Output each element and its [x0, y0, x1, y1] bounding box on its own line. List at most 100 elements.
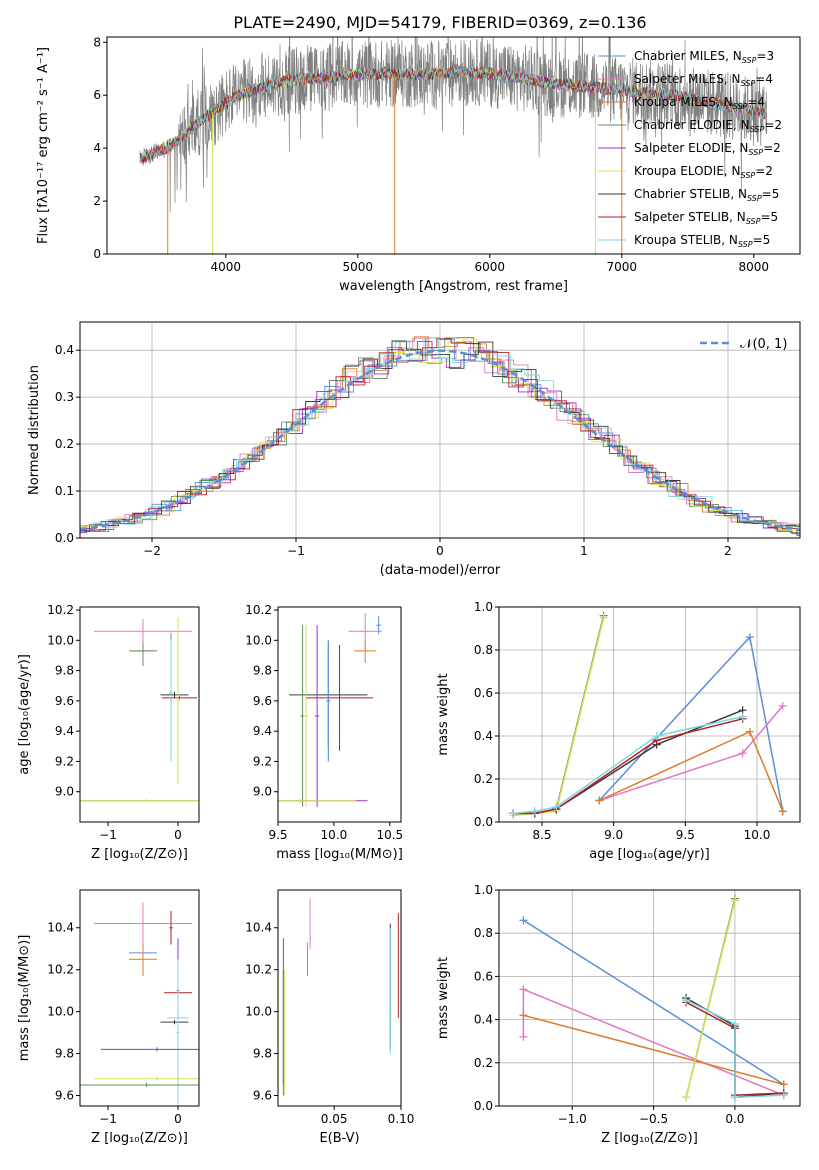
weight-point-marker — [745, 633, 754, 642]
y-tick-label: 0.6 — [474, 969, 493, 983]
legend-label: Salpeter STELIB, NSSP=5 — [634, 210, 778, 226]
y-tick-label: 0.8 — [474, 926, 493, 940]
y-tick-label: 10.0 — [245, 633, 272, 647]
y-tick-label: 9.0 — [55, 785, 74, 799]
legend-label: Salpeter MILES, NSSP=4 — [634, 72, 773, 88]
x-tick-label: 0 — [174, 828, 182, 842]
weight-point-marker — [652, 732, 661, 740]
axes-frame — [277, 606, 402, 823]
y-tick-label: 9.6 — [55, 1089, 74, 1103]
weight-series-line — [599, 705, 784, 802]
y-tick-label: 10.0 — [47, 633, 74, 647]
x-tick-label: 10.0 — [321, 828, 348, 842]
y-tick-label: 9.6 — [253, 694, 272, 708]
y-tick-label: 9.4 — [253, 724, 272, 738]
legend-label: Kroupa STELIB, NSSP=5 — [634, 233, 770, 249]
x-tick-label: −0.5 — [639, 1112, 668, 1126]
weight-series-line — [523, 1014, 784, 1086]
panel-residuals: 𝒩(0, 1) −2 −1 0 1 2 0.0 0.1 0.2 0.3 0.4 (data-model… — [27, 321, 801, 578]
x-tick-label: 2 — [724, 544, 732, 558]
x-axis-label: Z [log₁₀(Z/Z⊙)] — [91, 847, 188, 862]
y-tick-label: 10.0 — [47, 1005, 74, 1019]
y-tick-label: 6 — [93, 88, 101, 102]
plot-area-weight_vs_Z — [519, 894, 788, 1102]
weight-series-line — [598, 635, 784, 812]
x-tick-label: −1 — [287, 544, 305, 558]
x-tick-label: 10.0 — [744, 828, 771, 842]
x-tick-label: 4000 — [211, 260, 242, 274]
y-tick-label: 10.0 — [245, 1005, 272, 1019]
y-tick-label: 9.8 — [253, 664, 272, 678]
panel-mass_vs_Z: −1 0 9.6 9.8 10.0 10.2 10.4 Z [log₁₀(Z/Z⊙)] mass… — [17, 889, 200, 1146]
y-tick-label: 0.0 — [55, 531, 74, 545]
y-tick-label: 10.2 — [245, 603, 272, 617]
x-axis-label: E(B-V) — [319, 1131, 359, 1146]
histogram-step-line — [80, 338, 800, 532]
y-tick-label: 10.4 — [47, 921, 74, 935]
legend-label: Salpeter ELODIE, NSSP=2 — [634, 141, 781, 157]
x-tick-label: 1 — [580, 544, 588, 558]
y-tick-label: 10.2 — [47, 603, 74, 617]
weight-point-marker — [778, 807, 787, 816]
axes-frame — [277, 889, 402, 1107]
plot-area-residuals — [80, 336, 800, 536]
legend-label: Chabrier STELIB, NSSP=5 — [634, 187, 779, 203]
legend-label: 𝒩(0, 1) — [740, 337, 787, 352]
y-tick-label: 0.2 — [474, 1056, 493, 1070]
x-tick-label: −1 — [99, 1112, 117, 1126]
weight-series-line — [513, 617, 605, 817]
histogram-step-line — [80, 336, 800, 534]
x-tick-label: 8000 — [739, 260, 770, 274]
histogram-step-line — [80, 340, 800, 532]
y-tick-label: 0.0 — [474, 1099, 493, 1113]
y-axis-label: age [log₁₀(age/yr)] — [17, 654, 32, 775]
x-axis-label: wavelength [Angstrom, rest frame] — [339, 279, 568, 294]
weight-point-marker — [519, 1032, 528, 1041]
x-tick-label: 0.10 — [388, 1112, 415, 1126]
panel-spectrum: Chabrier MILES, NSSP=3 Salpeter MILES, NS… — [36, 35, 801, 294]
axes-frame — [79, 606, 200, 823]
weight-point-marker — [519, 1011, 528, 1020]
gaussian-line — [80, 349, 800, 532]
y-tick-label: 9.0 — [253, 785, 272, 799]
figure-title: PLATE=2490, MJD=54179, FIBERID=0369, z=0… — [233, 13, 646, 32]
y-tick-label: 9.4 — [55, 724, 74, 738]
weight-point-marker — [745, 727, 754, 736]
x-tick-label: −1 — [99, 828, 117, 842]
x-tick-label: 9.5 — [268, 828, 287, 842]
x-axis-label: Z [log₁₀(Z/Z⊙)] — [601, 1131, 698, 1146]
weight-series-line — [685, 900, 736, 1098]
y-tick-label: 10.2 — [245, 963, 272, 977]
panel-weight_vs_age: 8.5 9.0 9.5 10.0 0.0 0.2 0.4 0.6 0.8 1.0 age [log₁… — [436, 600, 801, 862]
weight-point-marker — [682, 1093, 691, 1102]
y-tick-label: 0.1 — [55, 484, 74, 498]
weight-point-marker — [530, 807, 539, 816]
spectrum-data-line — [139, 37, 768, 212]
plot-area-weight_vs_age — [509, 611, 787, 820]
spectrum-model-line — [139, 66, 767, 162]
y-tick-label: 9.8 — [253, 1047, 272, 1061]
plot-area-age_vs_Z — [80, 617, 199, 803]
y-tick-label: 10.2 — [47, 963, 74, 977]
weight-point-marker — [509, 809, 518, 818]
axes-frame — [79, 889, 200, 1107]
x-axis-label: Z [log₁₀(Z/Z⊙)] — [91, 1131, 188, 1146]
y-tick-label: 0.4 — [474, 1013, 493, 1027]
weight-point-marker — [730, 896, 739, 905]
y-tick-label: 9.6 — [253, 1089, 272, 1103]
weight-point-marker — [730, 1019, 739, 1028]
weight-point-marker — [738, 712, 747, 721]
x-tick-label: 0 — [436, 544, 444, 558]
weight-point-marker — [779, 1080, 788, 1089]
plot-area-spectrum — [139, 37, 768, 254]
weight-point-marker — [730, 1093, 739, 1102]
x-axis-label: mass [log₁₀(M/M⊙)] — [276, 847, 403, 862]
weight-point-marker — [595, 796, 604, 805]
y-tick-label: 9.2 — [253, 754, 272, 768]
weight-series-line — [513, 718, 743, 815]
y-tick-label: 8 — [93, 35, 101, 49]
legend-label: Kroupa MILES, NSSP=4 — [634, 95, 765, 111]
legend-label: Chabrier ELODIE, NSSP=2 — [634, 118, 782, 134]
y-tick-label: 0.2 — [474, 772, 493, 786]
